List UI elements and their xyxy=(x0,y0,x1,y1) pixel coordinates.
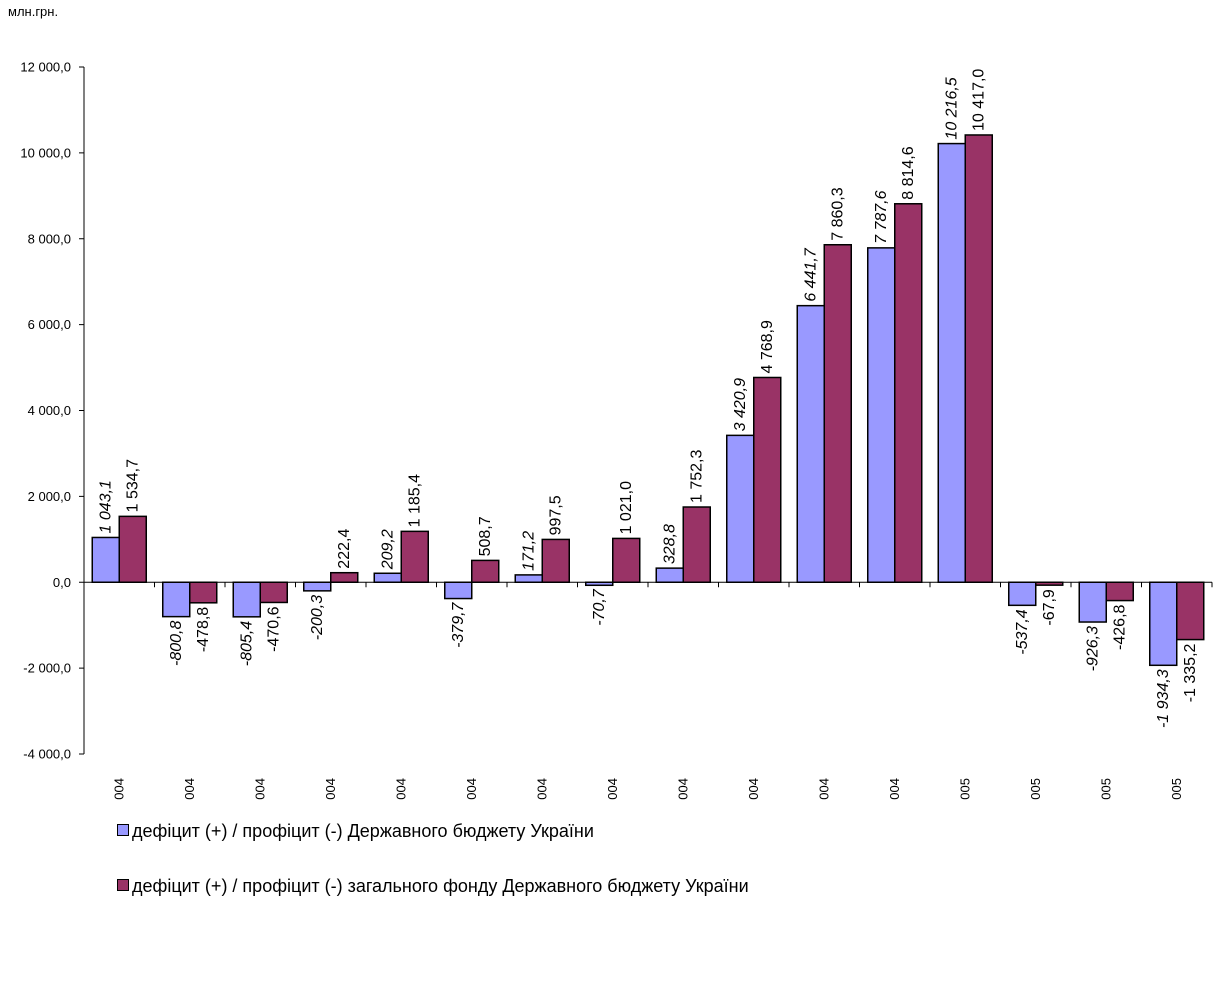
data-label: -1 335,2 xyxy=(1182,643,1199,702)
x-tick-label: 01.01.2005 xyxy=(957,778,972,800)
y-tick-label: 10 000,0 xyxy=(20,145,71,160)
x-tick-label: 01.06.2004 xyxy=(464,778,479,800)
data-label: -805,4 xyxy=(239,621,256,666)
x-tick-label: 01.05.2004 xyxy=(393,778,408,800)
x-tick-label: 01.12.2004 xyxy=(887,778,902,800)
data-label: 6 441,7 xyxy=(803,247,820,301)
bar-state-budget xyxy=(937,142,966,583)
bar-state-budget xyxy=(796,304,825,583)
bar-state-budget xyxy=(514,574,543,584)
bar-general-fund xyxy=(1105,581,1134,602)
bar-state-budget xyxy=(1078,581,1107,623)
x-tick-label: 01.04.2004 xyxy=(323,778,338,800)
x-tick-label: 01.03.2005 xyxy=(1098,778,1113,800)
data-label: -426,8 xyxy=(1112,604,1129,649)
data-label: -537,4 xyxy=(1014,609,1031,654)
y-axis-unit-label: млн.грн. xyxy=(8,4,59,19)
bar-general-fund xyxy=(471,559,500,584)
y-tick-label: -4 000,0 xyxy=(23,747,71,762)
data-label: 10 216,5 xyxy=(944,77,961,139)
bar-general-fund xyxy=(330,571,359,583)
data-label: 209,2 xyxy=(380,529,397,570)
x-tick-label: 01.08.2004 xyxy=(605,778,620,800)
data-label: 3 420,9 xyxy=(732,378,749,431)
data-label: -478,8 xyxy=(195,607,212,652)
bar-state-budget xyxy=(232,581,261,618)
bar-general-fund xyxy=(894,203,923,584)
bar-general-fund xyxy=(541,538,570,584)
bar-general-fund xyxy=(823,243,852,583)
data-label: -67,9 xyxy=(1041,589,1058,626)
data-label: -1 934,3 xyxy=(1155,669,1172,728)
bar-general-fund xyxy=(682,506,711,583)
data-label: 328,8 xyxy=(662,524,679,564)
data-label: 1 021,0 xyxy=(618,481,635,534)
data-label: 7 860,3 xyxy=(830,187,847,240)
y-tick-label: 12 000,0 xyxy=(20,60,71,75)
x-tick-label: 01.04.2005 xyxy=(1169,778,1184,800)
bar-general-fund xyxy=(189,581,218,604)
x-tick-label: 01.10.2004 xyxy=(746,778,761,800)
data-label: 1 534,7 xyxy=(125,459,142,512)
bar-general-fund xyxy=(964,134,993,583)
data-label: 222,4 xyxy=(336,529,353,569)
bar-state-budget xyxy=(726,434,755,583)
bar-state-budget xyxy=(162,581,191,618)
bar-state-budget xyxy=(1149,581,1178,667)
x-tick-label: 01.01.2004 xyxy=(111,778,126,800)
y-tick-label: -2 000,0 xyxy=(23,661,71,676)
data-label: 1 752,3 xyxy=(689,450,706,503)
x-tick-label: 01.09.2004 xyxy=(675,778,690,800)
data-label: -379,7 xyxy=(450,601,467,647)
x-tick-label: 01.11.2004 xyxy=(816,778,831,800)
bar-state-budget xyxy=(655,567,684,583)
y-tick-label: 6 000,0 xyxy=(28,317,71,332)
data-label: 10 417,0 xyxy=(971,69,988,131)
bar-chart: -4 000,0 -2 000,0 0,0 2 000,0 4 000,0 6 000,0… xyxy=(20,60,1213,800)
data-label: -470,6 xyxy=(266,606,283,651)
data-label: 1 043,1 xyxy=(98,480,115,533)
bar-general-fund xyxy=(753,376,782,583)
data-label: 508,7 xyxy=(477,516,494,556)
data-label: 7 787,6 xyxy=(873,190,890,243)
bar-state-budget xyxy=(444,581,473,600)
y-tick-label: 4 000,0 xyxy=(28,403,71,418)
data-label: 1 185,4 xyxy=(407,474,424,527)
bar-state-budget xyxy=(867,247,896,583)
bar-general-fund xyxy=(1176,581,1205,641)
data-label: 4 768,9 xyxy=(759,320,776,373)
bar-general-fund xyxy=(612,537,641,584)
data-label: 997,5 xyxy=(548,495,565,535)
data-label: 8 814,6 xyxy=(900,146,917,199)
y-tick-label: 0,0 xyxy=(53,575,71,590)
legend-swatch-general-fund xyxy=(117,879,129,891)
bar-general-fund xyxy=(118,515,147,583)
x-tick-label: 01.03.2004 xyxy=(252,778,267,800)
legend-label-general-fund: дефіцит (+) / профіцит (-) загального фо… xyxy=(132,876,749,896)
x-tick-label: 01.02.2004 xyxy=(182,778,197,800)
data-label: -800,8 xyxy=(168,621,185,666)
bar-state-budget xyxy=(373,572,402,583)
data-label: -200,3 xyxy=(309,595,326,640)
x-tick-label: 01.02.2005 xyxy=(1028,778,1043,800)
bar-state-budget xyxy=(303,581,332,592)
data-label: 171,2 xyxy=(521,531,538,571)
bar-state-budget xyxy=(91,536,120,584)
legend-label-state-budget: дефіцит (+) / профіцит (-) Державного бю… xyxy=(132,821,594,841)
bar-state-budget xyxy=(1008,581,1037,607)
y-tick-label: 2 000,0 xyxy=(28,489,71,504)
y-tick-label: 8 000,0 xyxy=(28,231,71,246)
legend-swatch-state-budget xyxy=(117,824,129,836)
x-tick-label: 01.07.2004 xyxy=(534,778,549,800)
data-label: -926,3 xyxy=(1085,626,1102,671)
bar-general-fund xyxy=(400,530,429,583)
bar-general-fund xyxy=(259,581,288,604)
data-label: -70,7 xyxy=(591,588,608,626)
